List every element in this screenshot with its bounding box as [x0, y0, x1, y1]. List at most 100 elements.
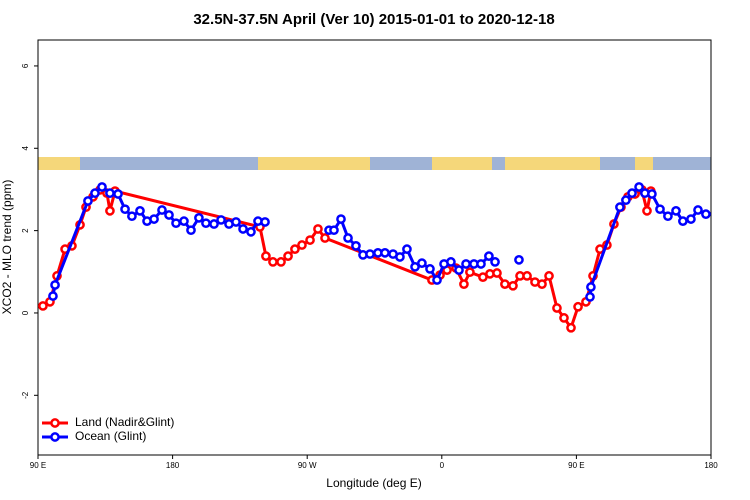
data-point [678, 216, 688, 227]
x-axis-label: Longitude (deg E) [326, 476, 421, 490]
data-point [297, 240, 307, 250]
data-point [500, 279, 510, 289]
data-point [164, 210, 174, 220]
data-point [627, 188, 637, 199]
data-point [290, 244, 300, 254]
data-point [484, 251, 494, 261]
data-point [209, 219, 219, 229]
data-point [171, 218, 181, 229]
data-point [459, 279, 469, 289]
data-point [559, 313, 569, 323]
data-point [246, 227, 256, 237]
data-point [83, 196, 93, 206]
y-tick-label: -2 [21, 391, 30, 399]
data-point [490, 257, 500, 267]
data-point [395, 252, 405, 262]
data-point [127, 211, 137, 222]
data-point [410, 262, 420, 272]
data-point [48, 291, 58, 301]
data-point [283, 251, 293, 261]
data-point [634, 182, 644, 192]
data-point [194, 213, 204, 223]
y-tick-label: 4 [21, 146, 30, 151]
x-tick-label: 180 [704, 461, 718, 470]
data-point [238, 224, 248, 234]
data-point [461, 259, 471, 269]
legend-label: Land (Nadir&Glint) [75, 415, 174, 429]
data-point [566, 322, 576, 333]
x-tick-label: 90 E [568, 461, 584, 470]
x-tick-label: 90 W [298, 461, 317, 470]
data-point [120, 204, 130, 215]
legend: Land (Nadir&Glint)Ocean (Glint) [42, 415, 174, 443]
data-point [113, 189, 123, 199]
data-point [313, 224, 323, 234]
data-point [522, 271, 532, 281]
data-point [351, 241, 361, 251]
land-band [432, 157, 492, 170]
data-point [701, 209, 711, 220]
x-tick-label: 0 [440, 461, 445, 470]
data-point [402, 244, 412, 254]
data-point [476, 259, 486, 269]
data-point [336, 214, 346, 224]
data-point [90, 188, 100, 199]
data-point [432, 275, 442, 285]
legend-label: Ocean (Glint) [75, 429, 146, 443]
data-point [671, 206, 681, 216]
data-point [492, 268, 502, 278]
data-point [693, 205, 703, 215]
data-point [586, 282, 596, 292]
data-point [585, 292, 595, 302]
y-axis-label: XCO2 - MLO trend (ppm) [0, 180, 14, 315]
y-tick-label: 2 [21, 228, 30, 233]
data-point [663, 211, 673, 222]
data-point [642, 206, 652, 216]
data-point [365, 249, 375, 259]
data-point [417, 258, 427, 268]
data-point [135, 206, 145, 216]
data-point [686, 214, 696, 224]
data-point [573, 301, 583, 312]
land-band [258, 157, 370, 170]
x-tick-label: 90 E [30, 461, 46, 470]
data-point [380, 248, 390, 258]
legend-marker [50, 418, 60, 428]
data-point [105, 188, 115, 199]
data-point [465, 267, 475, 278]
data-point [655, 204, 665, 215]
data-point [508, 280, 518, 291]
data-point [446, 257, 456, 267]
x-tick-label: 180 [166, 461, 180, 470]
land-band [38, 157, 80, 170]
data-point [454, 265, 464, 275]
data-point [343, 233, 353, 243]
data-point [260, 217, 270, 227]
data-point [537, 279, 547, 289]
data-point [261, 251, 271, 261]
data-point [615, 202, 625, 213]
data-point [216, 215, 226, 225]
data-point [329, 225, 339, 236]
y-tick-label: 0 [21, 310, 30, 315]
data-point [50, 280, 60, 290]
data-point [320, 233, 330, 243]
chart-title: 32.5N-37.5N April (Ver 10) 2015-01-01 to… [193, 11, 554, 28]
data-point [179, 216, 189, 227]
data-point [201, 218, 211, 229]
data-point [149, 214, 159, 224]
land-ocean-strip [38, 157, 711, 170]
data-point [186, 225, 196, 236]
data-point [514, 255, 524, 265]
data-point [305, 235, 315, 245]
data-point [621, 195, 631, 206]
data-point [157, 205, 167, 215]
data-point [276, 257, 286, 267]
legend-marker [50, 432, 60, 442]
data-point [105, 206, 115, 216]
data-point [647, 189, 657, 199]
data-point [425, 264, 435, 274]
data-point [268, 257, 278, 267]
